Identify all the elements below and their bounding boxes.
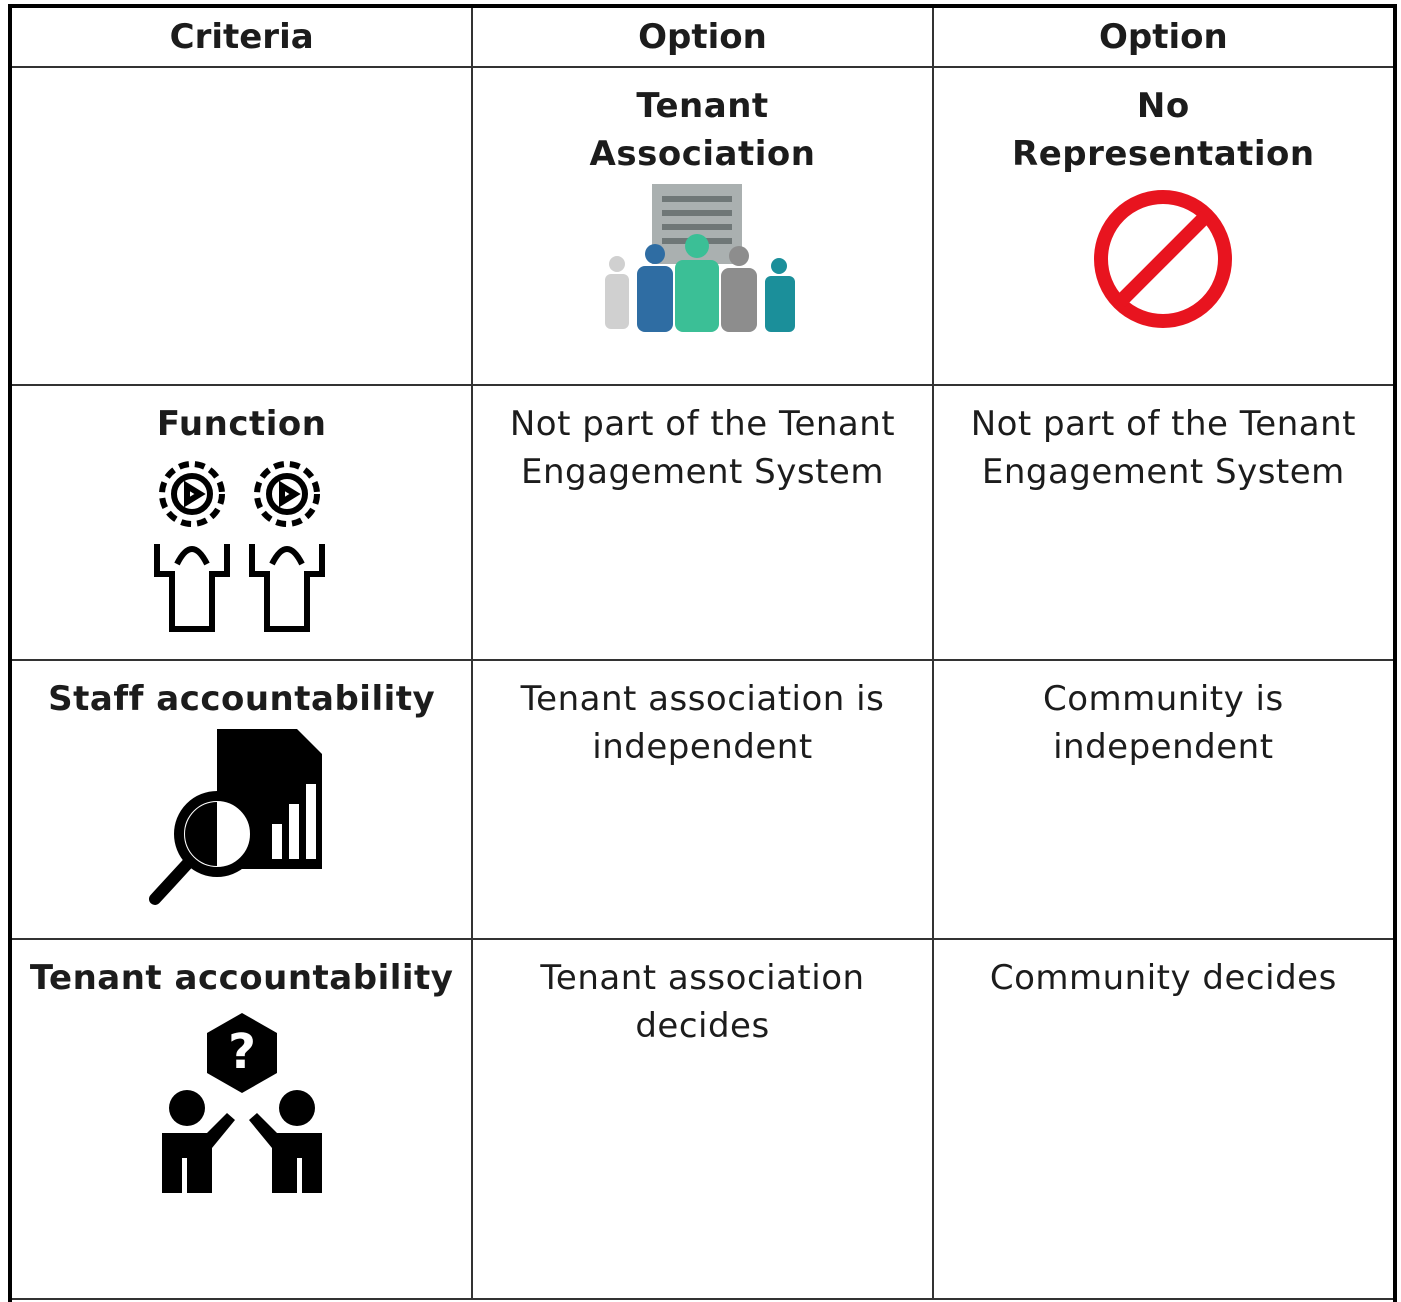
option-value-cell: Not part of the Tenant Engagement System [471,384,934,661]
option-value-cell: Tenant association decides [471,938,934,1300]
option-title: No Representation [1012,86,1315,174]
comparison-table: Criteria Option Option Tenant Association N… [12,8,1393,1300]
option-value: Not part of the Tenant Engagement System [509,404,896,492]
function-icon [153,461,325,632]
option-value-cell: Not part of the Tenant Engagement System [931,384,1393,661]
tenant-association-icon [605,184,796,332]
criterion-label: Function [156,404,327,444]
empty-cell [12,66,474,386]
tenant-accountability-icon: ? [161,1013,322,1193]
option-value: Tenant association is independent [520,679,885,767]
criterion-cell: Staff accountability [12,659,474,940]
option-value: Not part of the Tenant Engagement System [970,404,1356,492]
comparison-table-frame: Criteria Option Option Tenant Association N… [8,4,1397,1302]
header-cell: Criteria [12,8,474,68]
option-value-cell: Community is independent [931,659,1393,940]
header-cell: Option [931,8,1393,68]
criteria-row: Staff accountability Tenant association … [12,659,1393,940]
option-title: Tenant Association [589,86,816,174]
option-cell: No Representation [931,66,1393,386]
criterion-label: Tenant accountability [29,958,454,998]
criteria-row: Function Not part of the Tenant Engageme… [12,384,1393,661]
staff-accountability-icon [148,729,322,905]
criterion-cell: Function [12,384,474,661]
option-value: Community decides [989,958,1337,998]
option-row: Tenant Association No Representation [12,66,1393,386]
option-value: Tenant association decides [540,958,865,1046]
header-cell: Option [471,8,934,68]
header-row: Criteria Option Option [12,8,1393,68]
option-value-cell: Tenant association is independent [471,659,934,940]
option-value-cell: Community decides [931,938,1393,1300]
no-representation-icon [1094,190,1233,328]
criteria-row: Tenant accountability ? Tenant associati… [12,938,1393,1300]
svg-text:?: ? [228,1024,256,1080]
criterion-label: Staff accountability [48,679,436,719]
option-value: Community is independent [1042,679,1284,767]
criterion-cell: Tenant accountability ? [12,938,474,1300]
option-cell: Tenant Association [471,66,934,386]
